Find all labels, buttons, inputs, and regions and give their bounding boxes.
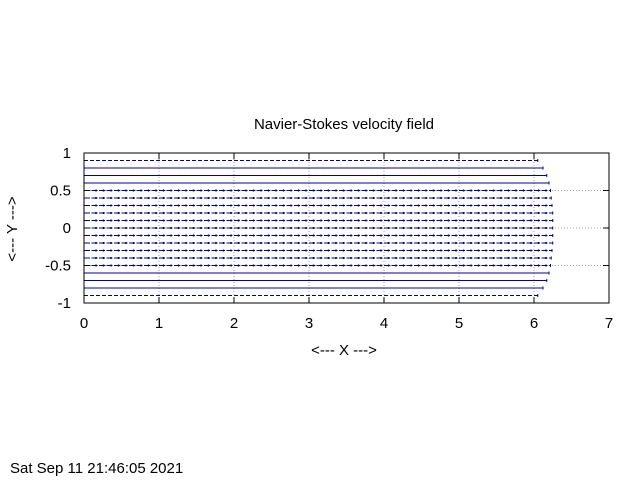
y-tick-label: 1: [63, 145, 71, 162]
y-ticks: 1 0.5 0 -0.5 -1: [45, 145, 609, 312]
y-tick-label: -0.5: [45, 258, 71, 275]
x-tick-label: 6: [530, 315, 538, 332]
x-tick-label: 5: [455, 315, 463, 332]
x-tick-label: 3: [305, 315, 313, 332]
streamlines: [84, 159, 554, 297]
y-tick-label: 0.5: [50, 183, 71, 200]
x-ticks: 0 1 2 3 4 5 6 7: [80, 153, 613, 332]
x-tick-label: 2: [230, 315, 238, 332]
x-tick-label: 0: [80, 315, 88, 332]
y-tick-label: 0: [63, 220, 71, 237]
x-tick-label: 4: [380, 315, 388, 332]
chart-title: Navier-Stokes velocity field: [254, 116, 434, 133]
x-tick-label: 7: [605, 315, 613, 332]
y-axis-label: <--- Y --->: [4, 196, 21, 262]
y-tick-label: -1: [58, 295, 71, 312]
timestamp: Sat Sep 11 21:46:05 2021: [10, 460, 184, 477]
x-tick-label: 1: [155, 315, 163, 332]
x-axis-label: <--- X --->: [311, 342, 377, 359]
